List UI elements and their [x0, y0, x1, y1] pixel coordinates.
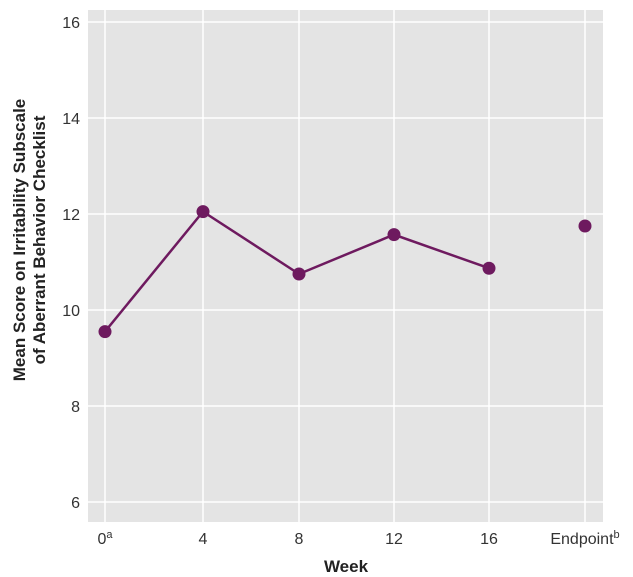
y-tick-label: 10 — [62, 303, 80, 320]
x-tick-label: 0a — [97, 529, 113, 548]
y-axis-title-line: Mean Score on Irritability Subscale — [10, 99, 29, 381]
x-tick-label-text: 16 — [480, 531, 498, 548]
x-tick-label-superscript: b — [614, 529, 620, 541]
y-tick-label: 12 — [62, 207, 80, 224]
x-tick-label-text: 8 — [295, 531, 304, 548]
x-axis-title: Week — [324, 557, 369, 576]
x-tick-label: Endpointb — [550, 529, 619, 548]
x-tick-label-text: 12 — [385, 531, 403, 548]
y-tick-label: 6 — [71, 495, 80, 512]
x-tick-label-text: 4 — [199, 531, 208, 548]
y-tick-label: 8 — [71, 399, 80, 416]
x-tick-label: 12 — [385, 531, 403, 548]
plot-area — [88, 10, 603, 522]
data-point — [578, 219, 592, 233]
x-tick-label: 8 — [295, 531, 304, 548]
y-tick-label: 16 — [62, 15, 80, 32]
data-point — [292, 267, 306, 281]
x-tick-label-superscript: a — [106, 529, 113, 541]
data-point — [387, 228, 401, 242]
y-axis-title-line: of Aberrant Behavior Checklist — [30, 115, 49, 364]
data-point — [196, 205, 210, 219]
x-tick-label: 16 — [480, 531, 498, 548]
data-point — [98, 325, 112, 339]
data-point — [482, 261, 496, 275]
y-tick-label: 14 — [62, 111, 80, 128]
x-tick-label-text: Endpoint — [550, 531, 614, 548]
x-tick-label: 4 — [199, 531, 208, 548]
x-tick-label-text: 0 — [97, 531, 106, 548]
